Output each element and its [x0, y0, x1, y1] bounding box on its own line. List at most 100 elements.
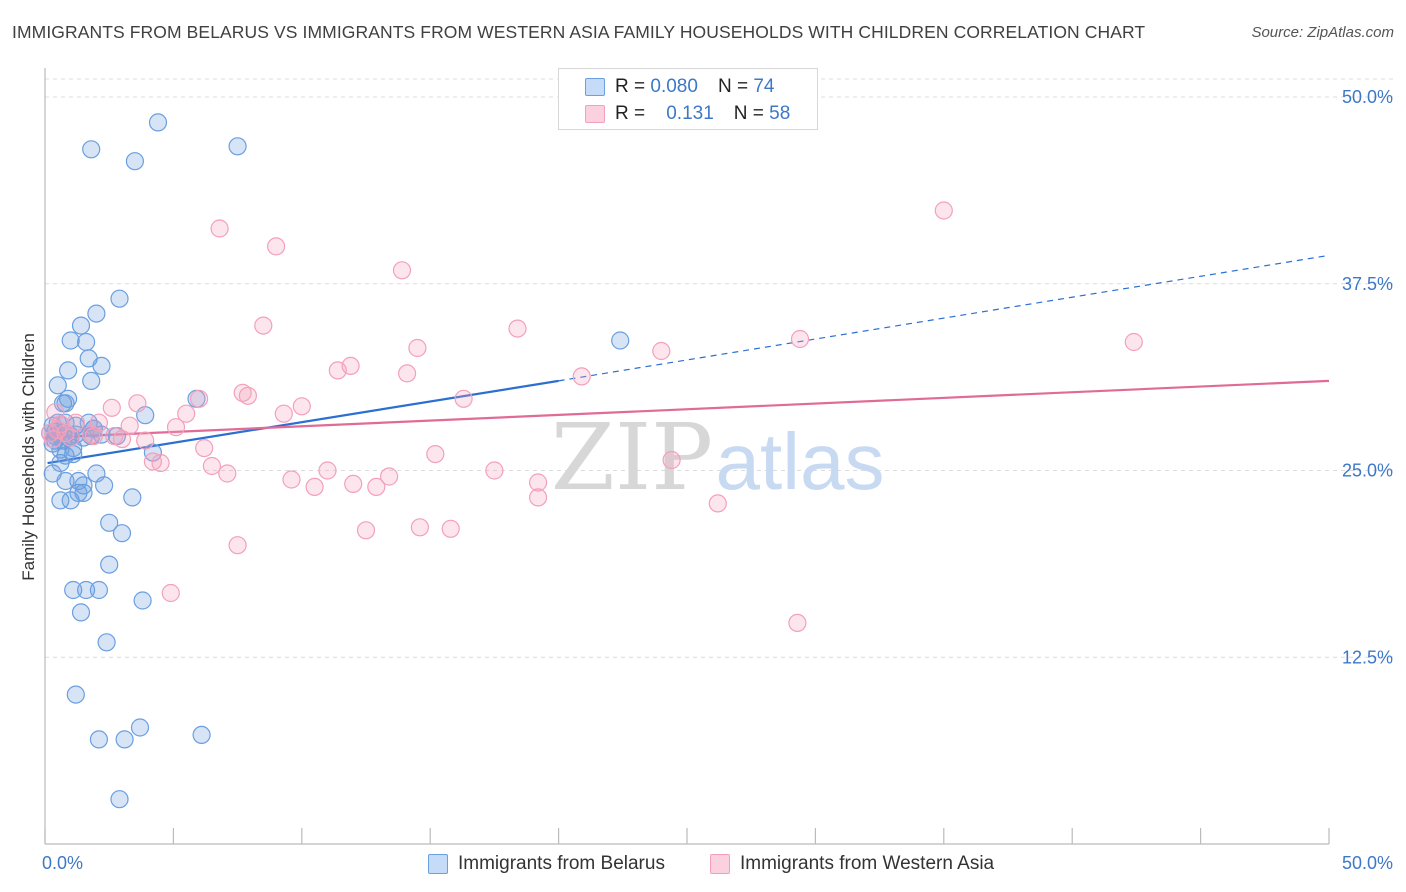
- point-belarus: [148, 113, 168, 132]
- trend-line-western-asia: [44, 379, 1330, 439]
- point-belarus: [58, 389, 78, 408]
- point-western-asia: [254, 316, 273, 335]
- point-western-asia: [177, 404, 196, 423]
- point-belarus: [110, 790, 129, 809]
- point-western-asia: [120, 416, 139, 435]
- point-western-asia: [190, 389, 209, 408]
- x-tick-label: 50.0%: [1342, 853, 1393, 873]
- bottom-legend-western-asia: Immigrants from Western Asia: [710, 852, 994, 876]
- point-belarus: [51, 491, 70, 510]
- point-western-asia: [274, 404, 293, 423]
- bottom-legend-label-western-asia: Immigrants from Western Asia: [740, 853, 995, 874]
- point-western-asia: [228, 536, 247, 555]
- trend-line-belarus-dashed: [558, 254, 1330, 382]
- point-belarus: [611, 331, 630, 350]
- point-western-asia: [143, 452, 162, 471]
- point-western-asia: [356, 521, 376, 540]
- point-belarus: [133, 591, 152, 610]
- trend-lines: [44, 254, 1330, 465]
- point-belarus: [76, 580, 96, 600]
- watermark: ZIP atlas: [551, 404, 885, 511]
- point-western-asia: [1124, 332, 1143, 352]
- legend-r-value-western-asia: 0.131: [666, 103, 714, 124]
- legend-swatch-belarus: [585, 78, 605, 96]
- point-western-asia: [218, 464, 237, 483]
- point-western-asia: [66, 413, 85, 432]
- y-axis-label: Family Households with Children: [19, 333, 38, 581]
- point-belarus: [66, 685, 85, 704]
- axes: [44, 68, 1330, 845]
- point-western-asia: [128, 394, 147, 413]
- y-tick-label: 37.5%: [1342, 274, 1393, 294]
- legend-row-belarus: R = 0.080 N = 74: [585, 76, 774, 98]
- point-western-asia: [102, 398, 121, 417]
- point-western-asia: [380, 467, 399, 486]
- point-belarus: [110, 289, 129, 308]
- point-western-asia: [46, 403, 65, 422]
- point-belarus: [89, 730, 109, 749]
- point-western-asia: [572, 367, 591, 386]
- point-western-asia: [934, 201, 953, 220]
- source-label: Source: ZipAtlas.com: [1251, 24, 1394, 41]
- point-belarus: [71, 603, 91, 622]
- point-belarus: [71, 316, 91, 335]
- point-belarus: [130, 718, 150, 737]
- watermark-atlas: atlas: [716, 417, 885, 506]
- point-belarus: [87, 304, 106, 323]
- bottom-legend-swatch-belarus: [428, 854, 448, 874]
- chart-title: IMMIGRANTS FROM BELARUS VS IMMIGRANTS FR…: [12, 22, 1146, 42]
- point-western-asia: [341, 356, 360, 375]
- point-western-asia: [292, 397, 311, 416]
- point-western-asia: [662, 450, 681, 470]
- point-belarus: [100, 555, 119, 574]
- point-belarus: [82, 140, 101, 159]
- point-belarus: [61, 331, 80, 350]
- point-western-asia: [367, 477, 386, 496]
- point-belarus: [92, 356, 111, 375]
- point-western-asia: [233, 383, 252, 402]
- point-western-asia: [441, 519, 460, 538]
- y-tick-label: 12.5%: [1342, 647, 1393, 667]
- point-western-asia: [318, 461, 337, 480]
- bottom-legend-swatch-western-asia: [710, 854, 730, 874]
- point-belarus: [82, 371, 101, 390]
- legend-r-value-belarus: 0.080: [650, 76, 698, 97]
- point-western-asia: [305, 477, 324, 496]
- legend-row-western-asia: R = 0.131 N = 58: [585, 103, 790, 125]
- point-western-asia: [161, 583, 180, 603]
- point-western-asia: [282, 470, 301, 489]
- point-western-asia: [195, 439, 214, 458]
- point-belarus: [76, 332, 96, 352]
- point-western-asia: [112, 430, 132, 449]
- tick-labels: 12.5% 25.0% 37.5% 50.0% 0.0% 50.0%: [42, 87, 1393, 873]
- point-belarus: [97, 633, 116, 652]
- point-western-asia: [51, 415, 70, 434]
- point-western-asia: [392, 261, 412, 280]
- point-belarus: [94, 476, 114, 495]
- point-western-asia: [652, 341, 671, 361]
- legend-r-label: R =: [615, 76, 646, 97]
- point-western-asia: [344, 474, 363, 493]
- x-tick-label: 0.0%: [42, 853, 83, 873]
- point-western-asia: [410, 518, 429, 537]
- trend-line-belarus: [47, 379, 559, 465]
- point-belarus: [123, 488, 142, 507]
- y-tick-label: 50.0%: [1342, 87, 1393, 107]
- point-western-asia: [708, 494, 727, 513]
- point-western-asia: [788, 613, 807, 633]
- point-western-asia: [136, 431, 155, 450]
- point-western-asia: [166, 418, 186, 437]
- point-western-asia: [408, 338, 427, 358]
- point-western-asia: [89, 413, 109, 432]
- point-belarus: [64, 580, 83, 600]
- point-western-asia: [528, 488, 548, 507]
- point-western-asia: [398, 364, 417, 383]
- point-belarus: [58, 361, 78, 380]
- point-belarus: [74, 476, 93, 495]
- point-western-asia: [485, 461, 504, 480]
- point-belarus: [56, 471, 75, 491]
- data-points: [40, 113, 1143, 809]
- point-belarus: [56, 446, 75, 465]
- point-western-asia: [238, 386, 257, 405]
